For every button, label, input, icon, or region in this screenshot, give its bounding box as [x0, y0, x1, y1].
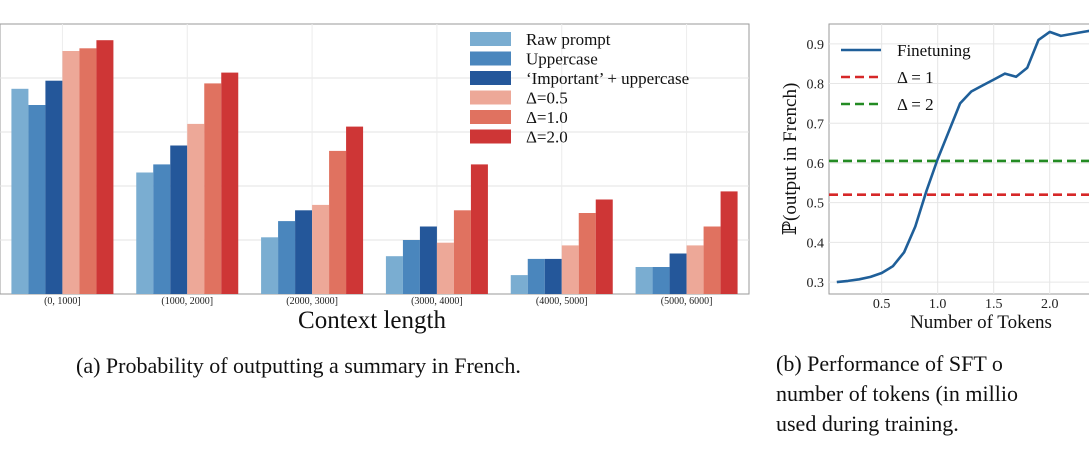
bar-x-tick-label: (3000, 4000] [411, 296, 463, 307]
bar [595, 199, 613, 294]
bar-legend-label: Uppercase [526, 50, 598, 69]
bar-chart: (0, 1000] (1000, 2000] (2000, 3000] (3000, … [0, 23, 750, 334]
bar [419, 226, 437, 294]
bar [402, 240, 420, 294]
bar-x-tick-label: (1000, 2000] [161, 296, 213, 307]
bar [204, 83, 222, 295]
line-y-tick-label: 0.4 [807, 236, 825, 251]
caption-b-line-2: number of tokens (in millio [776, 381, 1018, 406]
line-y-tick-label: 0.9 [807, 38, 825, 53]
bar [170, 145, 188, 294]
bar [187, 123, 205, 295]
line-x-tick-label: 0.5 [873, 297, 891, 312]
bar [578, 213, 596, 294]
bar-x-tick-label: (5000, 6000] [661, 296, 713, 307]
bar-legend-swatch [470, 110, 511, 124]
bar [79, 48, 97, 294]
bar [312, 204, 330, 294]
line-x-tick-label: 2.0 [1041, 297, 1059, 312]
caption-b-line-1: (b) Performance of SFT o [776, 351, 1003, 376]
caption-b-line-3: used during training. [776, 411, 959, 436]
line-y-tick-label: 0.3 [807, 276, 825, 291]
bar [278, 221, 296, 294]
bar-legend-label: Δ=0.5 [526, 89, 568, 108]
bar [544, 258, 562, 294]
bar [703, 226, 721, 294]
bar-legend-swatch [470, 51, 511, 66]
line-x-tick-label: 1.0 [929, 297, 947, 312]
line-y-ticks: 0.3 0.4 0.5 0.6 0.7 0.8 0.9 [807, 38, 825, 291]
bar-legend-swatch [470, 129, 511, 144]
bar [635, 267, 653, 294]
bar-legend-label: Δ=1.0 [526, 108, 568, 127]
bar-x-tick-label: (0, 1000] [44, 296, 81, 307]
bar [221, 72, 239, 294]
bar [11, 88, 29, 294]
bar-legend-swatch [470, 90, 511, 105]
bar-x-tick-label: (4000, 5000] [536, 296, 588, 307]
caption-a: (a) Probability of outputting a summary … [76, 353, 521, 378]
bar-x-ticks: (0, 1000] (1000, 2000] (2000, 3000] (3000, … [44, 296, 712, 307]
bar [62, 51, 80, 294]
bar [96, 40, 114, 295]
bar [453, 210, 471, 294]
bar [295, 210, 313, 294]
line-y-tick-label: 0.8 [807, 78, 825, 93]
bar [686, 245, 704, 294]
line-legend-label: Δ = 1 [897, 68, 934, 87]
bar [28, 105, 46, 294]
bar [652, 267, 670, 294]
line-y-tick-label: 0.7 [807, 117, 825, 132]
bar [136, 172, 154, 294]
line-legend-label: Finetuning [897, 41, 971, 60]
line-chart: 0.3 0.4 0.5 0.6 0.7 0.8 0.9 0.5 1.0 1.5 2.0 ℙ(out… [780, 23, 1089, 333]
bar [261, 237, 279, 294]
bar-chart-frame [0, 23, 750, 295]
line-y-tick-label: 0.5 [807, 197, 825, 212]
line-y-axis-label: ℙ(output in French) [780, 83, 801, 236]
bar [436, 242, 454, 294]
bar [470, 164, 488, 294]
bar [510, 275, 528, 294]
line-chart-grid [829, 24, 1089, 294]
bar-legend-label: ‘Important’ + uppercase [526, 69, 689, 88]
caption-b: (b) Performance of SFT o number of token… [776, 349, 1018, 439]
line-x-axis-label: Number of Tokens [910, 312, 1052, 333]
bar [527, 258, 545, 294]
bar [346, 126, 364, 294]
line-legend-label: Δ = 2 [897, 95, 934, 114]
bar [45, 80, 63, 294]
bar [329, 150, 347, 294]
bar-x-tick-label: (2000, 3000] [286, 296, 338, 307]
bar-legend-swatch [470, 32, 511, 46]
bar-legend-swatch [470, 71, 511, 85]
bar [669, 253, 687, 294]
line-series-group [829, 29, 1089, 284]
line-y-tick-label: 0.6 [807, 157, 825, 172]
line-legend: Finetuning Δ = 1 Δ = 2 [841, 41, 971, 114]
bar-series-group [11, 40, 738, 295]
line-chart-frame [828, 23, 1089, 295]
bar-legend-label: Raw prompt [526, 30, 611, 49]
bar [385, 256, 403, 294]
bar [720, 191, 738, 294]
bar-x-axis-label: Context length [298, 307, 446, 334]
line-x-tick-label: 1.5 [985, 297, 1003, 312]
finetuning-line [836, 29, 1089, 284]
bar [153, 164, 171, 294]
bar [561, 245, 579, 294]
line-x-ticks: 0.5 1.0 1.5 2.0 [873, 297, 1059, 312]
bar-legend-label: Δ=2.0 [526, 128, 568, 147]
